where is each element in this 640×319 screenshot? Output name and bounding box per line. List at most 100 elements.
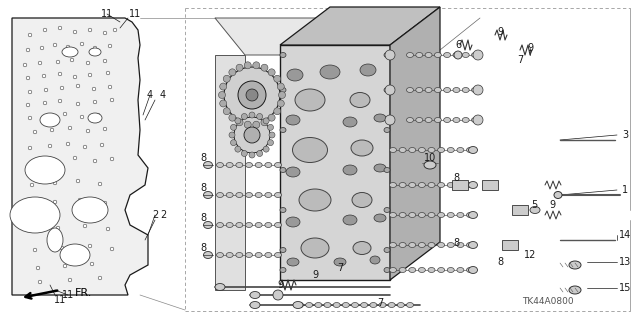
Circle shape xyxy=(269,132,275,138)
Ellipse shape xyxy=(444,117,451,122)
Circle shape xyxy=(224,67,280,123)
Circle shape xyxy=(28,146,32,150)
Ellipse shape xyxy=(280,248,286,253)
Ellipse shape xyxy=(467,268,474,272)
Circle shape xyxy=(33,160,36,164)
Circle shape xyxy=(53,200,57,204)
Circle shape xyxy=(80,42,84,46)
Circle shape xyxy=(26,48,30,52)
Ellipse shape xyxy=(425,117,432,122)
Circle shape xyxy=(53,158,57,162)
Ellipse shape xyxy=(409,212,416,218)
Circle shape xyxy=(235,146,241,152)
Ellipse shape xyxy=(374,164,386,172)
Ellipse shape xyxy=(72,197,108,223)
Ellipse shape xyxy=(399,212,406,218)
Ellipse shape xyxy=(351,302,358,308)
Ellipse shape xyxy=(399,182,406,188)
Text: 8: 8 xyxy=(200,243,206,253)
Circle shape xyxy=(50,128,54,132)
Circle shape xyxy=(108,85,112,89)
Ellipse shape xyxy=(406,117,413,122)
Circle shape xyxy=(63,264,67,268)
Text: 8: 8 xyxy=(200,213,206,223)
Text: 8: 8 xyxy=(453,173,459,183)
Circle shape xyxy=(241,151,247,157)
Circle shape xyxy=(30,183,34,187)
Ellipse shape xyxy=(370,302,377,308)
Circle shape xyxy=(241,114,247,120)
Ellipse shape xyxy=(428,212,435,218)
Ellipse shape xyxy=(246,192,253,197)
Circle shape xyxy=(83,145,87,149)
Circle shape xyxy=(28,203,32,207)
Text: 6: 6 xyxy=(455,40,461,50)
Circle shape xyxy=(28,90,32,94)
Circle shape xyxy=(78,198,82,202)
Text: TK44A0800: TK44A0800 xyxy=(522,298,574,307)
Circle shape xyxy=(106,227,110,231)
Ellipse shape xyxy=(569,261,581,269)
Text: 8: 8 xyxy=(200,183,206,193)
Circle shape xyxy=(26,76,30,80)
Ellipse shape xyxy=(236,222,243,227)
Circle shape xyxy=(73,156,77,160)
Ellipse shape xyxy=(435,87,442,93)
Circle shape xyxy=(103,201,107,205)
Ellipse shape xyxy=(406,87,413,93)
Ellipse shape xyxy=(236,192,243,197)
Circle shape xyxy=(76,102,80,106)
Circle shape xyxy=(98,182,102,186)
Ellipse shape xyxy=(374,214,386,222)
Ellipse shape xyxy=(250,292,260,299)
Ellipse shape xyxy=(457,182,464,188)
Polygon shape xyxy=(215,55,245,290)
Ellipse shape xyxy=(265,162,272,167)
Text: 8: 8 xyxy=(497,257,503,267)
Circle shape xyxy=(86,61,90,65)
Circle shape xyxy=(56,226,60,230)
Ellipse shape xyxy=(424,161,436,169)
Ellipse shape xyxy=(554,191,562,198)
Circle shape xyxy=(223,108,230,115)
Ellipse shape xyxy=(333,302,340,308)
Circle shape xyxy=(277,83,284,90)
Circle shape xyxy=(274,108,281,115)
Circle shape xyxy=(220,100,227,107)
Ellipse shape xyxy=(47,228,63,252)
Ellipse shape xyxy=(419,212,426,218)
Ellipse shape xyxy=(280,167,286,173)
Circle shape xyxy=(93,46,97,50)
Text: 7: 7 xyxy=(517,55,523,65)
Text: 12: 12 xyxy=(524,250,536,260)
Ellipse shape xyxy=(320,65,340,79)
Circle shape xyxy=(268,69,275,76)
Ellipse shape xyxy=(416,87,423,93)
Ellipse shape xyxy=(388,302,395,308)
Ellipse shape xyxy=(246,253,253,257)
Ellipse shape xyxy=(250,301,260,308)
Circle shape xyxy=(30,228,34,232)
Ellipse shape xyxy=(384,248,390,253)
Ellipse shape xyxy=(419,242,426,248)
Circle shape xyxy=(73,75,77,79)
Text: 8: 8 xyxy=(200,153,206,163)
Circle shape xyxy=(88,28,92,32)
Text: 4: 4 xyxy=(147,90,153,100)
Circle shape xyxy=(385,50,395,60)
Circle shape xyxy=(48,144,52,148)
Ellipse shape xyxy=(447,182,454,188)
Ellipse shape xyxy=(390,182,397,188)
Ellipse shape xyxy=(342,302,349,308)
Ellipse shape xyxy=(472,117,479,122)
Text: 9: 9 xyxy=(549,200,555,210)
Circle shape xyxy=(44,88,48,92)
Ellipse shape xyxy=(384,128,390,132)
Ellipse shape xyxy=(406,302,413,308)
Ellipse shape xyxy=(246,162,253,167)
Ellipse shape xyxy=(438,268,445,272)
Ellipse shape xyxy=(416,117,423,122)
Ellipse shape xyxy=(286,115,300,125)
Bar xyxy=(482,180,498,190)
Circle shape xyxy=(68,126,72,130)
